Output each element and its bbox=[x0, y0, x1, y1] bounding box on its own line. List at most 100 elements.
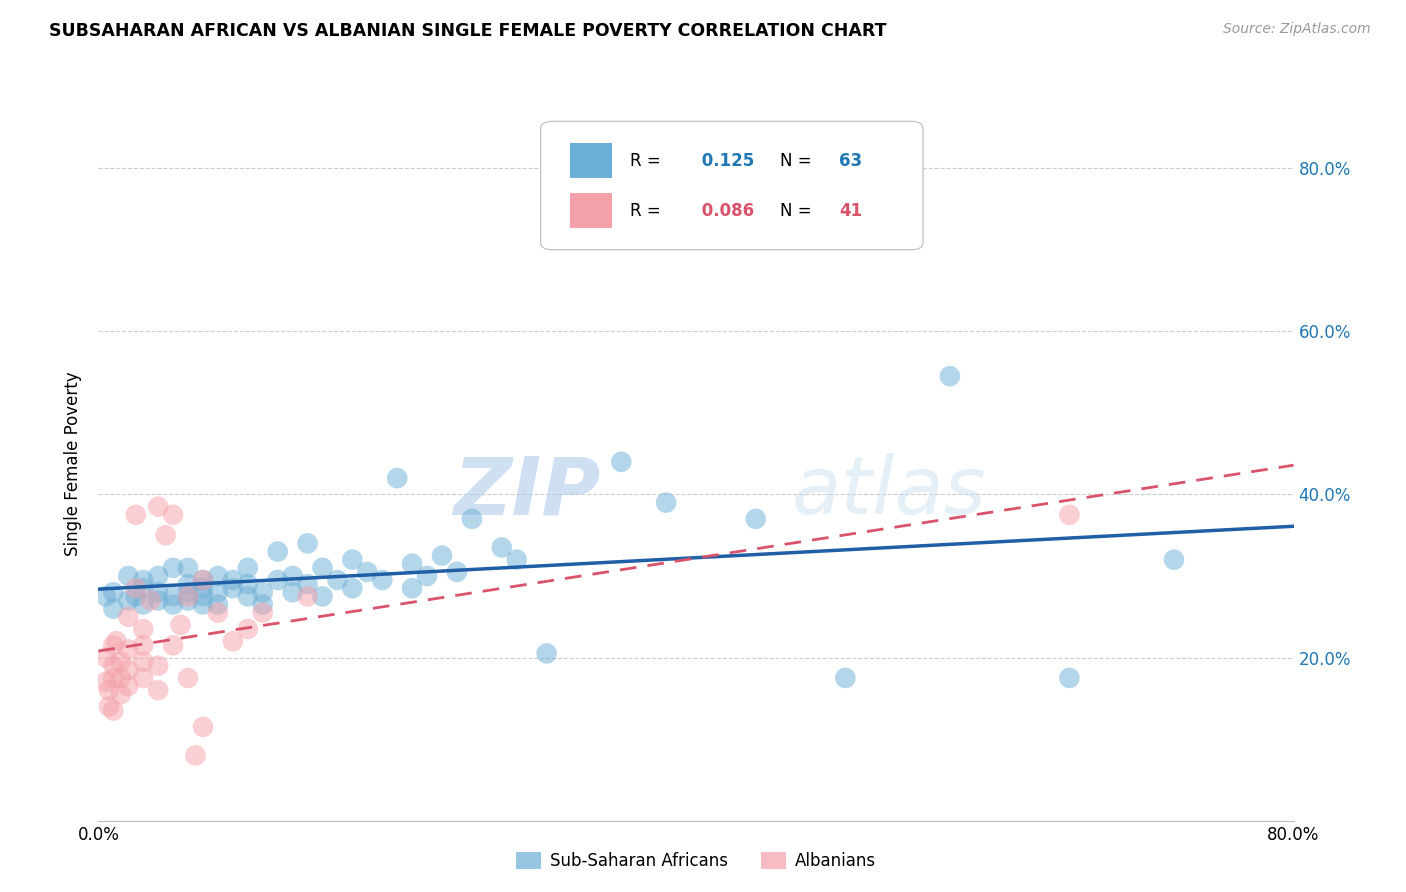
Point bbox=[342, 552, 364, 566]
Point bbox=[103, 658, 125, 673]
Point bbox=[105, 634, 128, 648]
Point bbox=[148, 585, 170, 599]
Point bbox=[191, 598, 214, 612]
Point bbox=[356, 565, 378, 579]
Text: 41: 41 bbox=[839, 202, 862, 219]
Point bbox=[132, 622, 155, 636]
Point bbox=[191, 590, 214, 604]
Point bbox=[252, 585, 274, 599]
Point bbox=[117, 642, 139, 657]
Point bbox=[446, 565, 468, 579]
Point bbox=[177, 590, 200, 604]
Text: R =: R = bbox=[630, 152, 666, 169]
Point bbox=[281, 569, 304, 583]
Text: SUBSAHARAN AFRICAN VS ALBANIAN SINGLE FEMALE POVERTY CORRELATION CHART: SUBSAHARAN AFRICAN VS ALBANIAN SINGLE FE… bbox=[49, 22, 887, 40]
Point bbox=[385, 471, 409, 485]
Point bbox=[177, 671, 200, 685]
Point bbox=[162, 598, 184, 612]
Point bbox=[610, 455, 633, 469]
Point bbox=[117, 569, 139, 583]
Point bbox=[132, 598, 155, 612]
Point bbox=[297, 536, 319, 550]
Point bbox=[110, 655, 132, 669]
Point bbox=[191, 573, 214, 587]
FancyBboxPatch shape bbox=[540, 121, 922, 250]
Point bbox=[311, 561, 333, 575]
Point bbox=[267, 544, 290, 558]
Point bbox=[326, 573, 349, 587]
Point bbox=[191, 573, 214, 587]
Point bbox=[132, 573, 155, 587]
Text: Source: ZipAtlas.com: Source: ZipAtlas.com bbox=[1223, 22, 1371, 37]
Text: N =: N = bbox=[780, 202, 817, 219]
Point bbox=[139, 593, 162, 607]
Legend: Sub-Saharan Africans, Albanians: Sub-Saharan Africans, Albanians bbox=[510, 845, 882, 877]
Point bbox=[536, 647, 558, 661]
Point bbox=[125, 508, 148, 522]
Point bbox=[834, 671, 856, 685]
Point bbox=[297, 590, 319, 604]
Point bbox=[236, 577, 259, 591]
Point bbox=[491, 541, 513, 555]
Point bbox=[162, 508, 184, 522]
Point bbox=[177, 561, 200, 575]
Point bbox=[103, 671, 125, 685]
Point bbox=[110, 671, 132, 685]
Point bbox=[162, 561, 184, 575]
Point bbox=[132, 581, 155, 595]
Point bbox=[207, 585, 229, 599]
Point bbox=[745, 512, 768, 526]
Point bbox=[103, 585, 125, 599]
Point bbox=[162, 590, 184, 604]
Point bbox=[191, 581, 214, 595]
Point bbox=[401, 581, 423, 595]
Point bbox=[267, 573, 290, 587]
Point bbox=[191, 720, 214, 734]
Point bbox=[110, 687, 132, 701]
Point bbox=[148, 500, 170, 514]
Point bbox=[103, 638, 125, 652]
Point bbox=[132, 655, 155, 669]
Point bbox=[207, 598, 229, 612]
Point bbox=[155, 528, 177, 542]
Point bbox=[103, 601, 125, 615]
Point bbox=[236, 590, 259, 604]
Point bbox=[252, 606, 274, 620]
Point bbox=[94, 590, 117, 604]
Point bbox=[148, 658, 170, 673]
Point bbox=[252, 598, 274, 612]
Point bbox=[132, 638, 155, 652]
Point bbox=[311, 590, 333, 604]
Point bbox=[117, 609, 139, 624]
Y-axis label: Single Female Poverty: Single Female Poverty bbox=[65, 372, 83, 556]
Point bbox=[97, 699, 120, 714]
Point bbox=[97, 683, 120, 698]
Point bbox=[236, 622, 259, 636]
Point bbox=[184, 748, 207, 763]
Point bbox=[222, 634, 245, 648]
Text: 0.086: 0.086 bbox=[696, 202, 754, 219]
Point bbox=[177, 585, 200, 599]
Point bbox=[461, 512, 484, 526]
Point bbox=[416, 569, 439, 583]
Point bbox=[148, 593, 170, 607]
Text: 0.125: 0.125 bbox=[696, 152, 754, 169]
FancyBboxPatch shape bbox=[571, 194, 613, 227]
Point bbox=[162, 638, 184, 652]
Point bbox=[1059, 671, 1081, 685]
Text: R =: R = bbox=[630, 202, 666, 219]
Point bbox=[281, 585, 304, 599]
Point bbox=[222, 573, 245, 587]
Point bbox=[342, 581, 364, 595]
FancyBboxPatch shape bbox=[571, 144, 613, 178]
Text: ZIP: ZIP bbox=[453, 453, 600, 532]
Point bbox=[207, 606, 229, 620]
Point bbox=[177, 577, 200, 591]
Point bbox=[939, 369, 962, 384]
Point bbox=[148, 569, 170, 583]
Point bbox=[1163, 552, 1185, 566]
Point bbox=[177, 593, 200, 607]
Point bbox=[117, 679, 139, 693]
Point bbox=[371, 573, 394, 587]
Point bbox=[94, 650, 117, 665]
